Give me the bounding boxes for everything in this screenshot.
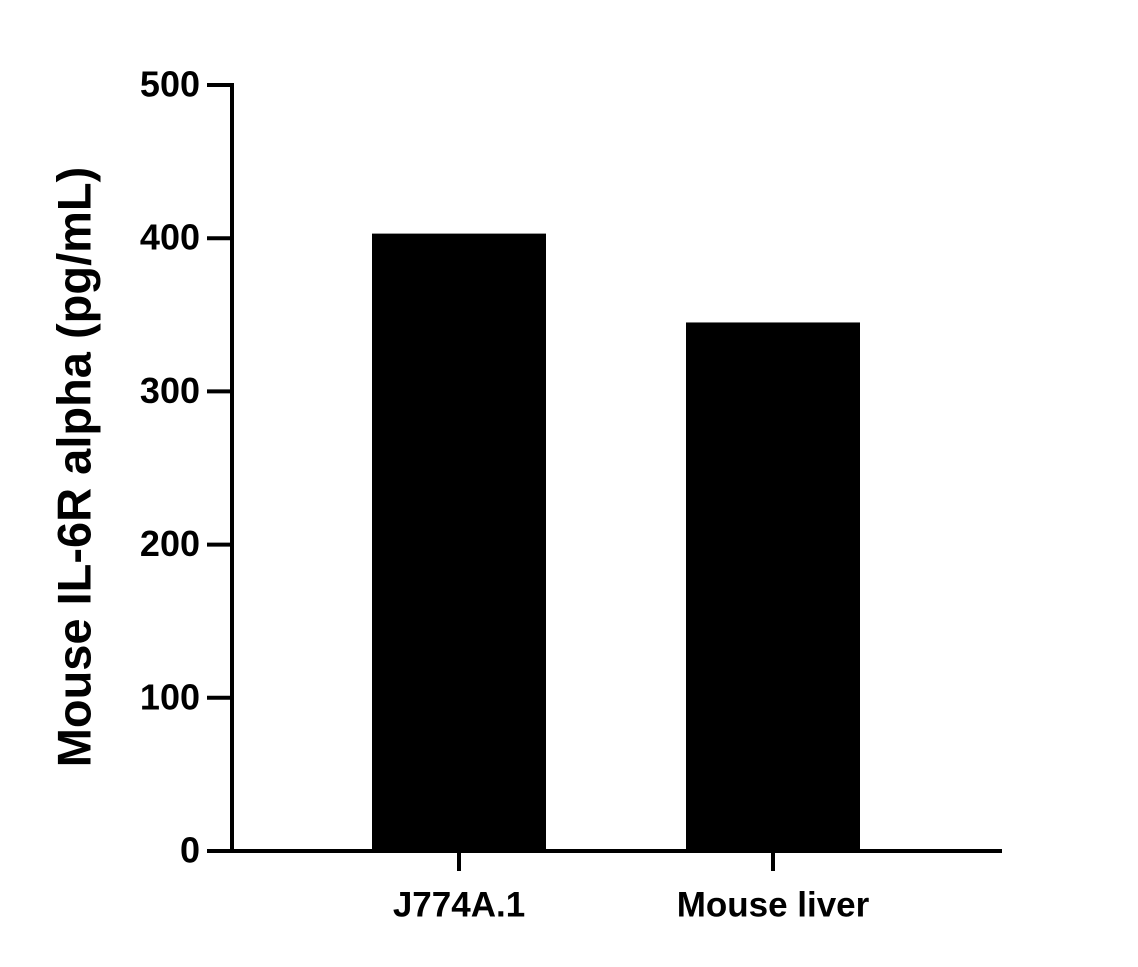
y-tick-label: 0 xyxy=(180,830,200,871)
x-tick-label: Mouse liver xyxy=(677,885,870,924)
y-tick-label: 100 xyxy=(140,676,200,717)
bar xyxy=(686,322,860,852)
bar xyxy=(372,233,546,851)
y-tick-label: 400 xyxy=(140,217,200,258)
y-tick-label: 500 xyxy=(140,64,200,105)
y-tick-label: 200 xyxy=(140,523,200,564)
y-axis-label: Mouse IL-6R alpha (pg/mL) xyxy=(47,167,100,768)
y-tick-label: 300 xyxy=(140,370,200,411)
x-tick-label: J774A.1 xyxy=(393,885,525,924)
